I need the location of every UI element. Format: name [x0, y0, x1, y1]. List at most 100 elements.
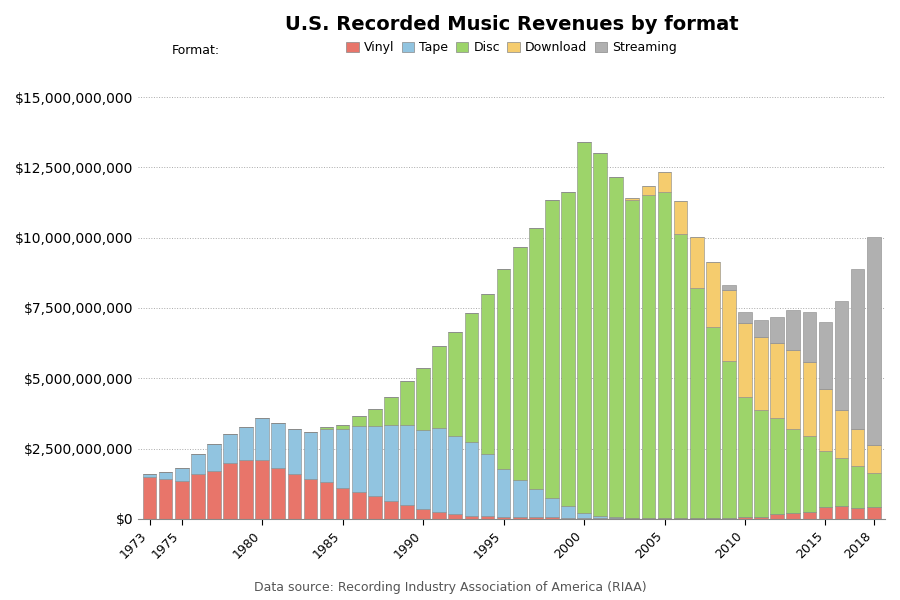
- Bar: [577, 142, 591, 513]
- Bar: [223, 434, 237, 463]
- Bar: [690, 237, 704, 288]
- Bar: [770, 317, 784, 343]
- Bar: [352, 426, 365, 492]
- Bar: [320, 429, 333, 482]
- Bar: [368, 409, 382, 426]
- Bar: [497, 517, 510, 519]
- Bar: [850, 429, 865, 466]
- Bar: [803, 436, 816, 512]
- Bar: [609, 517, 623, 518]
- Bar: [738, 312, 752, 323]
- Bar: [803, 312, 816, 362]
- Bar: [336, 425, 349, 429]
- Bar: [464, 515, 478, 519]
- Bar: [738, 323, 752, 397]
- Bar: [754, 320, 768, 337]
- Bar: [158, 479, 173, 519]
- Bar: [787, 350, 800, 428]
- Bar: [722, 285, 735, 290]
- Bar: [819, 322, 832, 389]
- Bar: [272, 468, 285, 519]
- Bar: [368, 426, 382, 496]
- Bar: [738, 517, 752, 519]
- Bar: [706, 262, 720, 327]
- Bar: [738, 397, 752, 517]
- Bar: [722, 290, 735, 361]
- Bar: [561, 191, 575, 506]
- Bar: [513, 247, 526, 481]
- Bar: [867, 473, 880, 507]
- Bar: [642, 195, 655, 518]
- Bar: [819, 451, 832, 507]
- Bar: [239, 427, 253, 460]
- Bar: [593, 153, 607, 515]
- Bar: [384, 425, 398, 500]
- Bar: [352, 492, 365, 519]
- Bar: [690, 288, 704, 518]
- Bar: [417, 430, 430, 509]
- Bar: [368, 496, 382, 519]
- Bar: [464, 313, 478, 442]
- Bar: [417, 368, 430, 430]
- Bar: [448, 436, 462, 514]
- Bar: [545, 498, 559, 517]
- Bar: [754, 517, 768, 519]
- Legend: Vinyl, Tape, Disc, Download, Streaming: Vinyl, Tape, Disc, Download, Streaming: [346, 41, 677, 55]
- Bar: [223, 463, 237, 519]
- Bar: [529, 489, 543, 517]
- Bar: [320, 427, 333, 429]
- Bar: [577, 518, 591, 519]
- Bar: [867, 445, 880, 473]
- Bar: [770, 514, 784, 519]
- Bar: [432, 512, 446, 519]
- Bar: [593, 515, 607, 518]
- Bar: [787, 513, 800, 519]
- Bar: [867, 507, 880, 519]
- Bar: [561, 506, 575, 518]
- Bar: [609, 177, 623, 517]
- Bar: [497, 469, 510, 517]
- Bar: [626, 198, 639, 200]
- Bar: [417, 509, 430, 519]
- Bar: [770, 418, 784, 514]
- Bar: [593, 518, 607, 519]
- Bar: [642, 187, 655, 195]
- Bar: [770, 343, 784, 418]
- Bar: [336, 429, 349, 488]
- Bar: [448, 514, 462, 519]
- Bar: [706, 327, 720, 518]
- Bar: [384, 397, 398, 425]
- Bar: [787, 310, 800, 350]
- Bar: [239, 460, 253, 519]
- Bar: [722, 361, 735, 518]
- Bar: [287, 429, 302, 474]
- Bar: [287, 474, 302, 519]
- Bar: [850, 508, 865, 519]
- Bar: [674, 235, 688, 518]
- Text: Format:: Format:: [171, 44, 220, 56]
- Bar: [867, 237, 880, 445]
- Bar: [481, 454, 494, 516]
- Bar: [336, 488, 349, 519]
- Bar: [834, 410, 849, 458]
- Bar: [803, 512, 816, 519]
- Bar: [158, 472, 173, 479]
- Title: U.S. Recorded Music Revenues by format: U.S. Recorded Music Revenues by format: [284, 15, 738, 34]
- Bar: [384, 500, 398, 519]
- Bar: [464, 442, 478, 515]
- Bar: [529, 227, 543, 489]
- Bar: [320, 482, 333, 519]
- Bar: [561, 518, 575, 519]
- Bar: [481, 516, 494, 519]
- Bar: [513, 517, 526, 519]
- Bar: [191, 454, 204, 474]
- Bar: [207, 471, 220, 519]
- Bar: [819, 389, 832, 451]
- Bar: [545, 200, 559, 498]
- Bar: [529, 517, 543, 519]
- Bar: [513, 481, 526, 517]
- Bar: [143, 476, 157, 519]
- Bar: [432, 428, 446, 512]
- Bar: [175, 481, 188, 519]
- Bar: [448, 332, 462, 436]
